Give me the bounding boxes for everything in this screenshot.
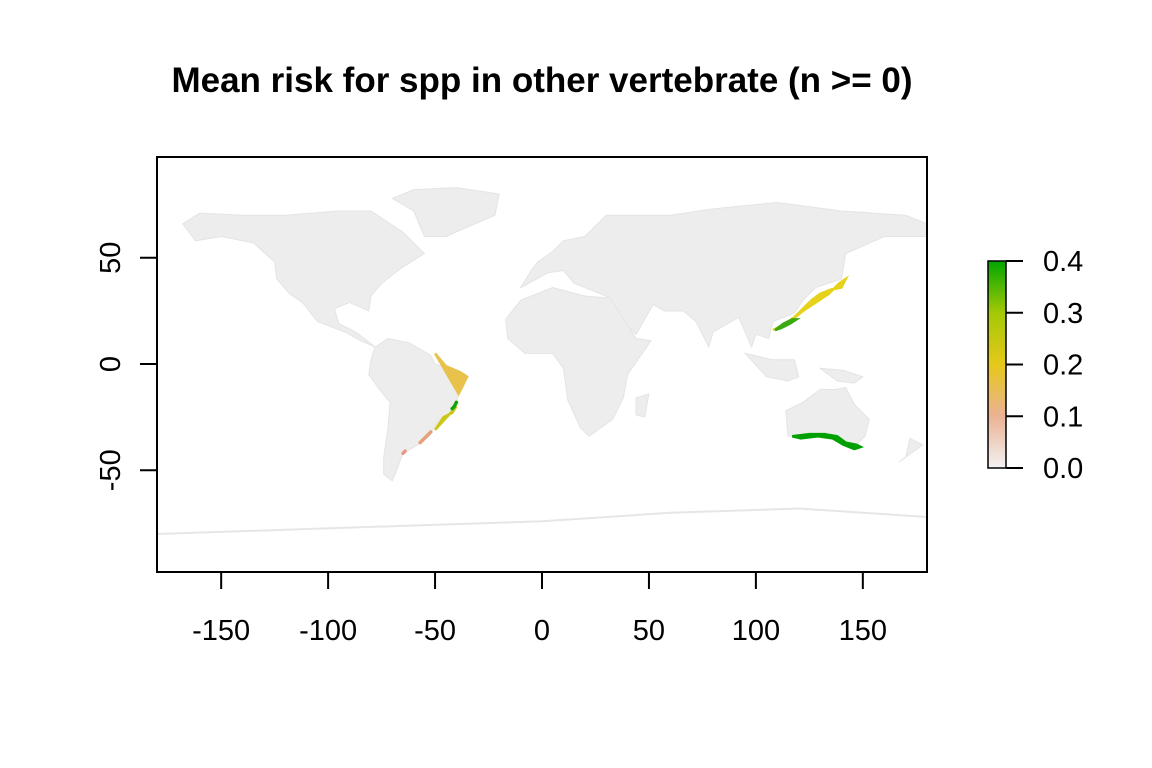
- land-shape-6: [743, 352, 800, 382]
- y-tick-label: 50: [95, 242, 127, 274]
- y-axis: 50 0 -50: [95, 242, 158, 491]
- legend-tick-label: 0.2: [1043, 350, 1083, 382]
- risk-region-7: [401, 449, 407, 456]
- legend-tick-label: 0.4: [1043, 246, 1083, 278]
- x-tick-label: -100: [299, 615, 357, 647]
- x-axis: -150 -100 -50 0 50 100 150: [192, 571, 887, 647]
- world-basemap: [157, 187, 927, 535]
- x-tick-label: 150: [839, 615, 887, 647]
- land-shape-7: [818, 367, 864, 384]
- legend-tick-label: 0.0: [1043, 453, 1083, 485]
- x-tick-label: 0: [534, 615, 550, 647]
- legend-tick-label: 0.1: [1043, 401, 1083, 433]
- land-shape-2: [391, 187, 500, 237]
- land-shape-1: [368, 337, 468, 482]
- risk-region-4: [434, 405, 458, 431]
- risk-region-1: [774, 318, 801, 332]
- x-tick-label: 100: [732, 615, 780, 647]
- chart-title: Mean risk for spp in other vertebrate (n…: [171, 61, 912, 100]
- risk-overlay: [401, 275, 865, 456]
- y-tick-label: 0: [95, 356, 127, 372]
- land-shape-4: [505, 286, 652, 437]
- x-tick-label: -50: [414, 615, 456, 647]
- land-shape-9: [635, 393, 650, 418]
- legend-tick-label: 0.3: [1043, 298, 1083, 330]
- land-shape-0: [181, 210, 426, 348]
- risk-region-0: [772, 275, 849, 332]
- y-tick-label: -50: [95, 449, 127, 491]
- risk-region-2: [792, 432, 865, 451]
- risk-region-3: [434, 352, 469, 397]
- risk-region-6: [418, 430, 433, 445]
- x-tick-label: -150: [192, 615, 250, 647]
- land-shape-8: [898, 437, 924, 463]
- x-tick-label: 50: [633, 615, 665, 647]
- antarctica-coast: [157, 507, 927, 535]
- risk-color-legend: 0.0 0.1 0.2 0.3 0.4: [987, 246, 1083, 485]
- risk-region-5: [450, 400, 459, 411]
- legend-color-bar: [987, 260, 1007, 469]
